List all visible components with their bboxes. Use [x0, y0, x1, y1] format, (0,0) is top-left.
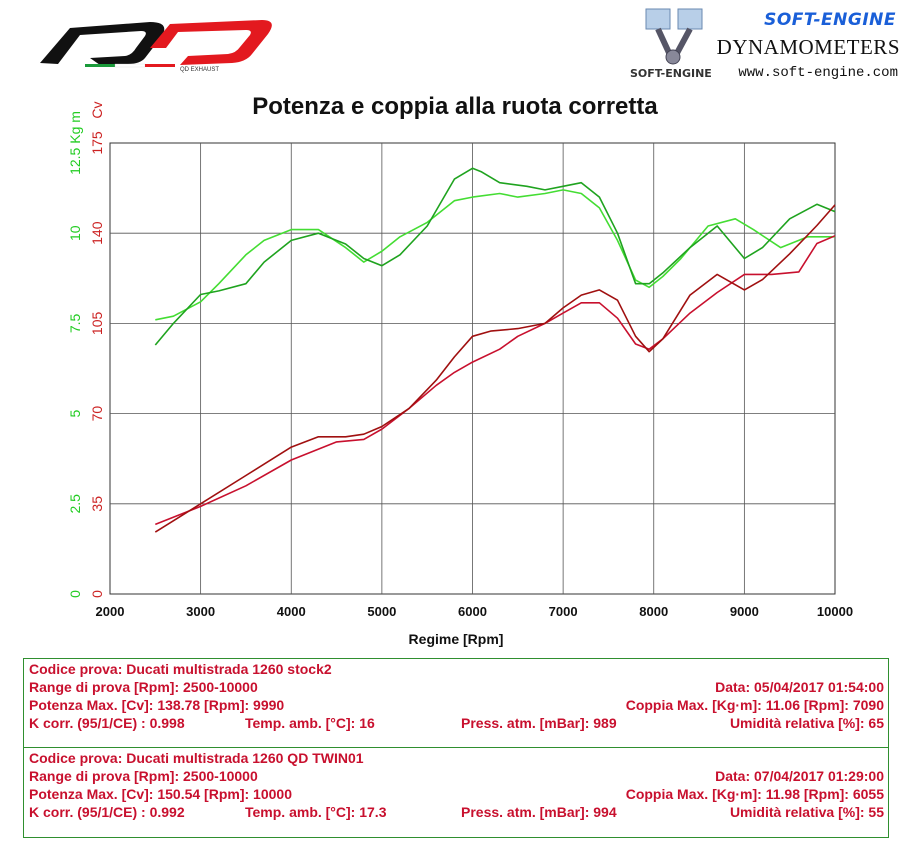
test-max-torque: Coppia Max. [Kg·m]: 11.98 [Rpm]: 6055 [625, 786, 884, 802]
x-tick-label: 5000 [367, 604, 396, 619]
y-tick-labels: 0 2.5 5 7.5 10 0 35 70 105 140 175 [67, 131, 105, 598]
series-line-power-3 [154, 204, 836, 533]
test-pressure: Press. atm. [mBar]: 989 [461, 715, 617, 731]
brand-name: SOFT-ENGINE [764, 10, 896, 30]
y-tick-label-torque: 0 [67, 590, 83, 598]
y-tick-label-power: 105 [89, 312, 105, 336]
test-range: Range di prova [Rpm]: 2500-10000 [29, 679, 258, 695]
test-max-power: Potenza Max. [Cv]: 138.78 [Rpm]: 9990 [29, 697, 285, 713]
test-code: Codice prova: Ducati multistrada 1260 QD… [29, 750, 364, 766]
test-kcorr: K corr. (95/1/CE) : 0.992 [29, 804, 185, 820]
x-tick-label: 3000 [186, 604, 215, 619]
test-info-box-stock: Codice prova: Ducati multistrada 1260 st… [23, 658, 889, 748]
y-tick-label-torque: 7.5 [67, 313, 83, 333]
y-tick-label-torque: 10 [67, 225, 83, 241]
brand-url: www.soft-engine.com [738, 65, 898, 81]
test-range: Range di prova [Rpm]: 2500-10000 [29, 768, 258, 784]
series-line-torque-1 [154, 167, 836, 346]
y-tick-label-power: 0 [89, 590, 105, 598]
y-tick-label-power: 175 [89, 131, 105, 155]
x-tick-label: 4000 [277, 604, 306, 619]
svg-text:QD EXHAUST: QD EXHAUST [180, 67, 219, 73]
qd-exhaust-logo: QD EXHAUST [40, 20, 272, 73]
y-tick-label-power: 35 [89, 496, 105, 512]
x-tick-label: 2000 [96, 604, 125, 619]
series-line-power-2 [155, 235, 836, 526]
x-tick-label: 7000 [549, 604, 578, 619]
series-layer [154, 167, 836, 533]
y-tick-label-power: 140 [89, 221, 105, 245]
y-axis-label-torque: 12.5 Kg m [67, 111, 83, 175]
test-info-box-qd: Codice prova: Ducati multistrada 1260 QD… [23, 747, 889, 838]
test-code: Codice prova: Ducati multistrada 1260 st… [29, 661, 332, 677]
x-tick-label: 10000 [817, 604, 853, 619]
x-tick-label: 6000 [458, 604, 487, 619]
brand-subtitle: DYNAMOMETERS [716, 35, 900, 59]
chart-grid [109, 142, 836, 595]
test-temp: Temp. amb. [°C]: 16 [245, 715, 375, 731]
test-humidity: Umidità relativa [%]: 55 [729, 804, 884, 820]
y-tick-label-torque: 5 [67, 409, 83, 417]
test-temp: Temp. amb. [°C]: 17.3 [245, 804, 387, 820]
test-date: Data: 07/04/2017 01:29:00 [715, 768, 884, 784]
y-axis-label-power: Cv [89, 101, 105, 118]
chart-title: Potenza e coppia alla ruota corretta [252, 93, 658, 120]
dyno-chart: Potenza e coppia alla ruota corretta 200… [67, 93, 854, 647]
soft-engine-brand: SOFT-ENGINE SOFT-ENGINE DYNAMOMETERS www… [626, 5, 906, 85]
test-kcorr: K corr. (95/1/CE) : 0.998 [29, 715, 185, 731]
test-max-power: Potenza Max. [Cv]: 150.54 [Rpm]: 10000 [29, 786, 292, 802]
x-tick-label: 8000 [639, 604, 668, 619]
test-max-torque: Coppia Max. [Kg·m]: 11.06 [Rpm]: 7090 [625, 697, 884, 713]
test-pressure: Press. atm. [mBar]: 994 [461, 804, 617, 820]
x-axis-label: Regime [Rpm] [409, 631, 504, 647]
x-tick-label: 9000 [730, 604, 759, 619]
piston-logo-icon: SOFT-ENGINE [630, 8, 712, 80]
y-tick-label-power: 70 [89, 406, 105, 422]
header: QD EXHAUST SOFT-ENGINE SOFT-ENGINE DYNAM… [0, 0, 911, 90]
test-date: Data: 05/04/2017 01:54:00 [715, 679, 884, 695]
y-tick-label-torque: 2.5 [67, 494, 83, 514]
series-line-torque-0 [155, 189, 835, 321]
svg-text:SOFT-ENGINE: SOFT-ENGINE [630, 67, 712, 80]
x-tick-labels: 2000 3000 4000 5000 6000 7000 8000 9000 10000 [96, 604, 854, 619]
test-humidity: Umidità relativa [%]: 65 [729, 715, 884, 731]
